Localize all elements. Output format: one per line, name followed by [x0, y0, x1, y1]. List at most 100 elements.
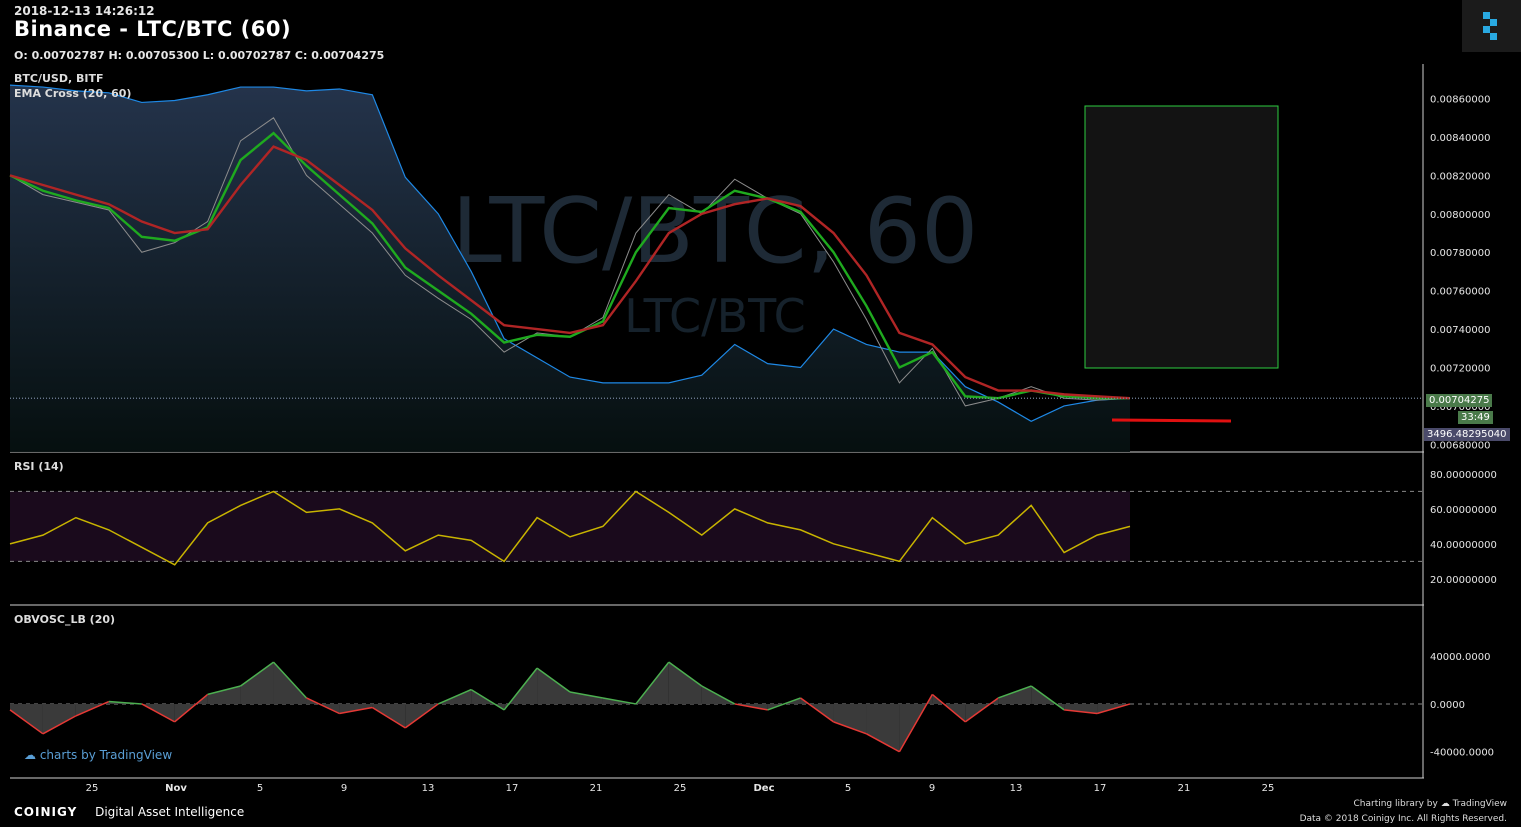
price-axis-tick: 0.00700000	[1430, 402, 1490, 413]
time-axis-tick: 25	[674, 783, 687, 794]
rsi-axis-tick: 60.00000000	[1430, 505, 1497, 516]
time-axis-tick: 25	[1262, 783, 1275, 794]
obv-line-segment	[42, 715, 77, 735]
obv-fill-segment	[668, 662, 702, 704]
footer-credits: Charting library by ☁ TradingView Data ©…	[1300, 797, 1507, 827]
footer-brand-area: COINIGY Digital Asset Intelligence	[14, 805, 244, 819]
obv-fill-segment	[339, 703, 373, 714]
tradingview-name: TradingView	[1452, 799, 1507, 809]
coinigy-brand: COINIGY	[14, 805, 78, 819]
tradingview-mark[interactable]: ☁ charts by TradingView	[24, 748, 172, 762]
rsi-line	[9, 490, 1131, 566]
watermark-symbol: LTC/BTC, 60	[452, 179, 979, 284]
obv-axis-tick: -40000.0000	[1430, 748, 1494, 759]
price-axis-tick: 0.00680000	[1430, 440, 1490, 451]
obv-line-segment	[240, 661, 274, 687]
last-price-badge: 0.00704275	[1426, 394, 1493, 407]
ohlc-readout: O: 0.00702787 H: 0.00705300 L: 0.0070278…	[14, 49, 385, 62]
obv-line-segment	[833, 721, 867, 735]
obv-line-segment	[767, 697, 801, 711]
series-ema-60	[9, 145, 1131, 400]
time-axis[interactable]: 25 Nov 5 9 13 17 21 25 Dec 5 9 13 17 21 25	[86, 783, 1275, 794]
price-axis-tick: 0.00820000	[1430, 171, 1490, 182]
obv-label: OBVOSC_LB (20)	[14, 613, 116, 626]
tradingview-mark-text: charts by TradingView	[39, 748, 173, 762]
coinigy-tagline: Digital Asset Intelligence	[95, 805, 245, 819]
obv-line-segment	[569, 691, 604, 699]
obv-axis-tick: 40000.0000	[1430, 652, 1490, 663]
price-axis-tick: 0.00740000	[1430, 325, 1490, 336]
tradingview-logo-icon: ☁	[1440, 799, 1450, 809]
obv-fill-segment	[207, 686, 241, 704]
obv-fill-segment	[372, 703, 406, 728]
obv-pane[interactable]: 40000.0000 0.0000 -40000.0000	[9, 652, 1494, 759]
time-axis-tick: Nov	[165, 783, 187, 794]
obv-fill-segment	[240, 662, 274, 704]
obv-fill-segment	[273, 662, 307, 704]
obv-line-segment	[174, 693, 209, 723]
chart-timestamp: 2018-12-13 14:26:12	[14, 4, 155, 18]
obv-line-segment	[1030, 685, 1065, 711]
obv-line-segment	[207, 685, 241, 696]
tradingview-cloud-icon: ☁	[24, 748, 36, 762]
rsi-axis-tick: 20.00000000	[1430, 575, 1497, 586]
rsi-pane[interactable]: 80.00000000 60.00000000 40.00000000 20.0000…	[9, 470, 1497, 586]
obv-line-segment	[1096, 703, 1131, 715]
countdown-badge: 33:49	[1458, 411, 1493, 424]
rsi-band	[10, 491, 1130, 562]
obv-line-segment	[800, 697, 834, 723]
obv-line-segment	[635, 661, 670, 705]
price-axis-tick: 0.00760000	[1430, 287, 1490, 298]
time-axis-tick: 21	[590, 783, 603, 794]
obv-line-segment	[866, 733, 900, 753]
obv-fill-segment	[998, 686, 1032, 704]
btc-usd-badge: 3496.48295040	[1424, 428, 1510, 441]
obv-line-segment	[141, 703, 176, 723]
obv-line-segment	[1064, 709, 1098, 715]
time-axis-tick: 9	[341, 783, 347, 794]
time-axis-tick: 21	[1178, 783, 1191, 794]
obv-line-segment	[668, 661, 703, 687]
main-price-pane[interactable]: 0.00860000 0.00840000 0.00820000 0.00800000…	[9, 84, 1490, 452]
obv-line-segment	[964, 697, 999, 723]
obv-line-segment	[306, 697, 340, 715]
red-horizontal-line-drawing[interactable]	[1111, 418, 1232, 423]
chart-title: Binance - LTC/BTC (60)	[14, 17, 292, 41]
obv-line-segment	[734, 703, 768, 711]
time-axis-tick: 13	[422, 783, 435, 794]
price-axis-tick: 0.00720000	[1430, 363, 1490, 374]
green-rectangle-drawing[interactable]	[1084, 105, 1279, 369]
time-axis-tick: 5	[845, 783, 851, 794]
obv-line-segment	[272, 661, 308, 699]
time-axis-tick: 13	[1010, 783, 1023, 794]
ema-cross-label: EMA Cross (20, 60)	[14, 87, 132, 100]
obv-line-segment	[339, 706, 373, 715]
obv-line-segment	[404, 703, 439, 729]
price-axis-tick: 0.00800000	[1430, 210, 1490, 221]
obv-line-segment	[898, 694, 934, 753]
time-axis-tick: 25	[86, 783, 99, 794]
time-axis-tick: 17	[506, 783, 519, 794]
obv-line-segment	[503, 667, 538, 711]
obv-line-segment	[931, 693, 966, 723]
obv-fill-segment	[833, 703, 867, 734]
btc-usd-area	[10, 85, 1130, 452]
obv-fill-segment	[537, 668, 570, 704]
obv-fill-segment	[1064, 703, 1098, 714]
price-axis-tick: 0.00780000	[1430, 248, 1490, 259]
copyright-text: Data © 2018 Coinigy Inc. All Rights Rese…	[1299, 814, 1507, 824]
obv-line-segment	[108, 700, 142, 705]
time-axis-tick: Dec	[753, 783, 774, 794]
charting-library-text: Charting library by	[1353, 799, 1438, 809]
price-axis-tick: 0.00860000	[1430, 95, 1490, 106]
rsi-label: RSI (14)	[14, 460, 64, 473]
time-axis-tick: 17	[1094, 783, 1107, 794]
time-axis-tick: 9	[929, 783, 935, 794]
obv-fill-segment	[866, 703, 900, 752]
obv-line-segment	[437, 688, 472, 705]
price-axis-tick: 0.00840000	[1430, 133, 1490, 144]
obv-fill-segment	[570, 692, 603, 704]
coinigy-logo-icon[interactable]	[1462, 0, 1521, 52]
obv-line-segment	[536, 667, 571, 693]
